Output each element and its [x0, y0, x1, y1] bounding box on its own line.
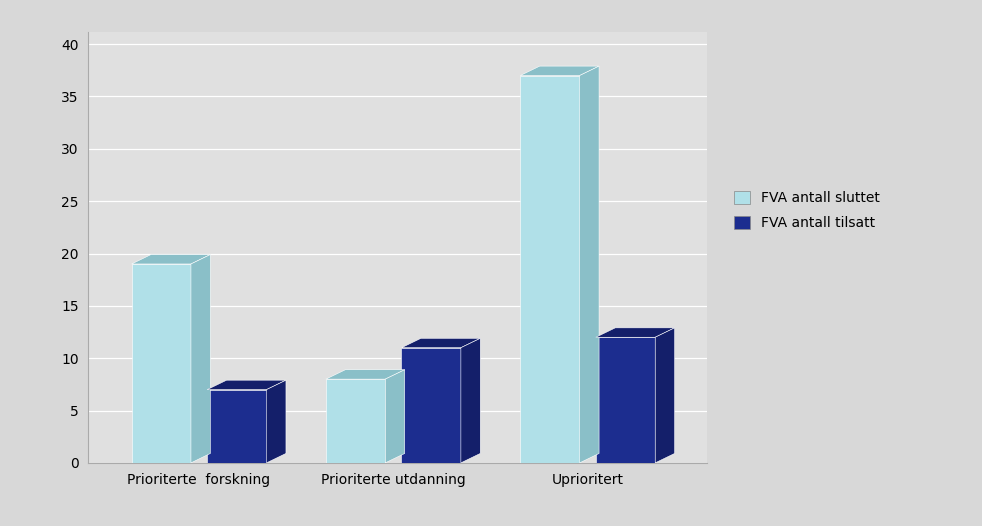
Polygon shape: [191, 255, 210, 463]
Polygon shape: [520, 66, 599, 76]
Polygon shape: [132, 255, 210, 264]
Polygon shape: [207, 380, 286, 390]
Polygon shape: [596, 337, 655, 463]
Polygon shape: [520, 76, 579, 463]
Polygon shape: [402, 348, 461, 463]
Polygon shape: [596, 328, 675, 337]
Polygon shape: [461, 338, 480, 463]
Polygon shape: [207, 390, 266, 463]
Legend: FVA antall sluttet, FVA antall tilsatt: FVA antall sluttet, FVA antall tilsatt: [734, 191, 880, 230]
Polygon shape: [266, 380, 286, 463]
Polygon shape: [655, 328, 675, 463]
Polygon shape: [402, 338, 480, 348]
Polygon shape: [326, 379, 385, 463]
Polygon shape: [385, 370, 405, 463]
Polygon shape: [579, 66, 599, 463]
Polygon shape: [326, 370, 405, 379]
Polygon shape: [132, 264, 191, 463]
